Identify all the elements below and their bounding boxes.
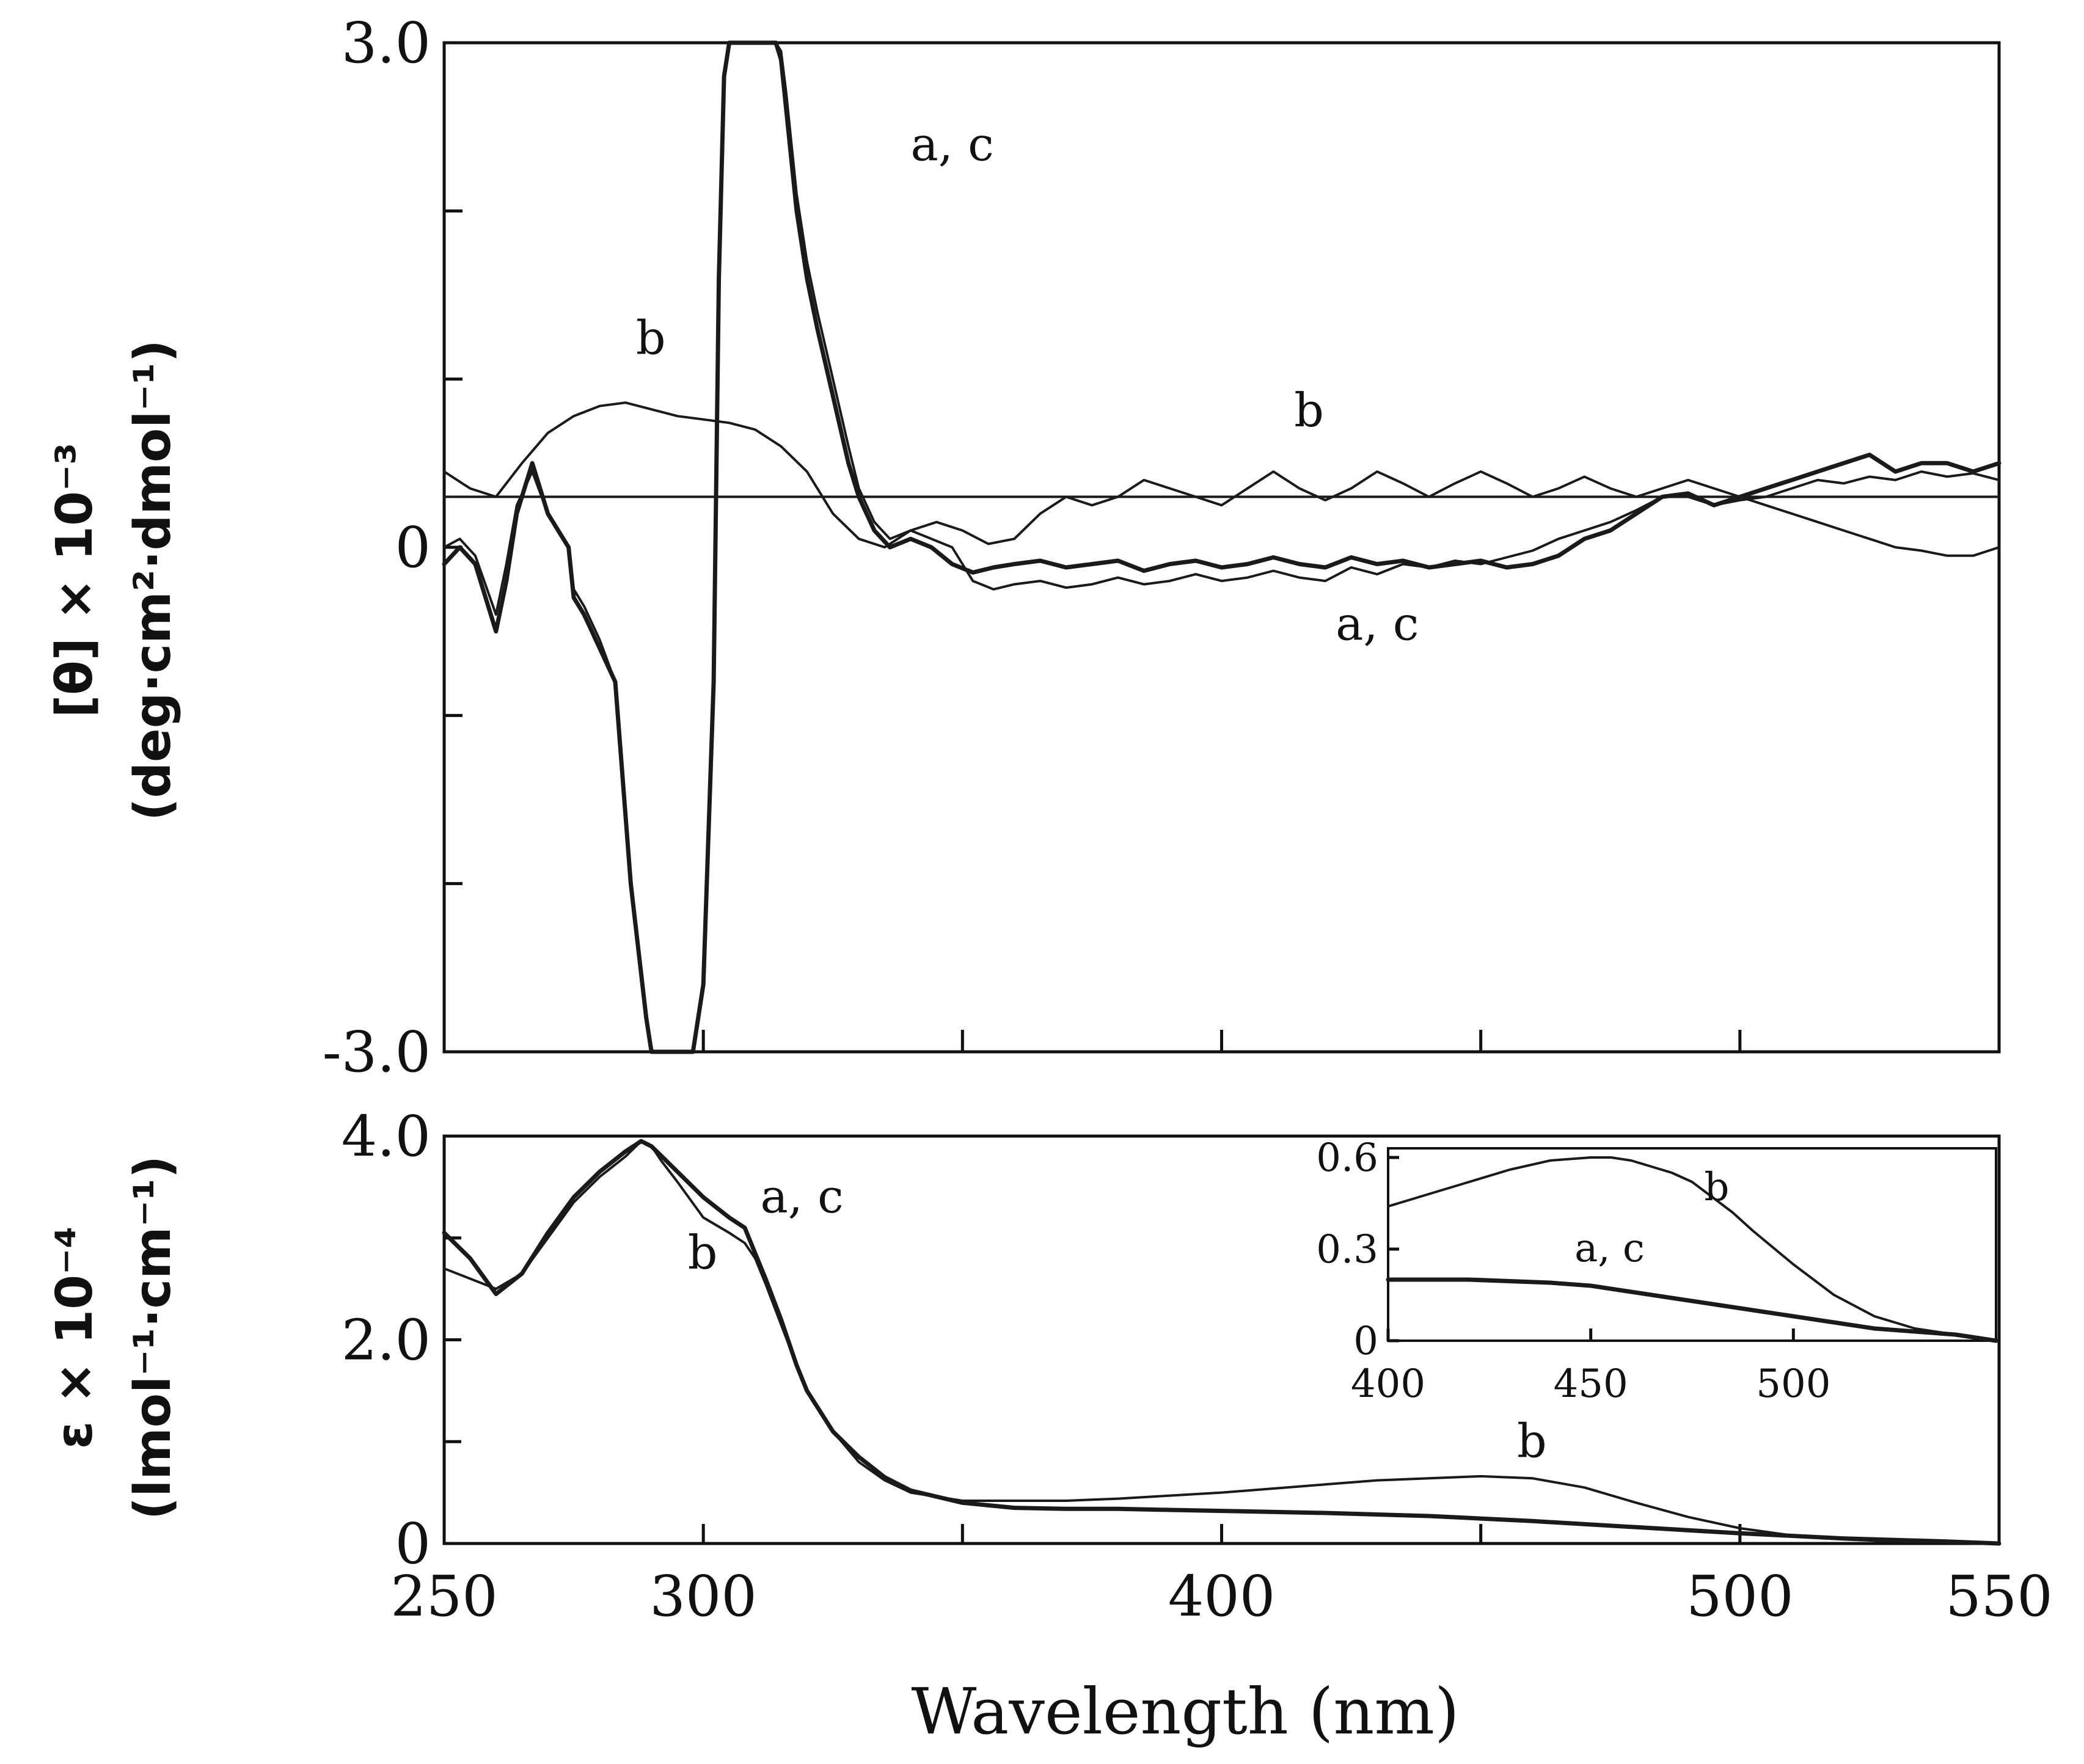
cd-curve-label: a, c [911,117,994,172]
cd-plot-frame [442,41,2001,1054]
abs-curve-label: a, c [760,1169,843,1223]
inset-curve-labels: b a, c [1574,1165,1729,1271]
inset-y-tick-label: 0 [1353,1319,1378,1364]
abs-y-tick-labels: 4.0 2.0 0 [342,1104,431,1576]
inset-data-marks [1386,1156,1998,1343]
inset-plot-frame [1387,1147,1997,1342]
cd-y-axis-label: [θ] × 10⁻³ (deg·cm²·dmol⁻¹) [46,340,182,821]
cd-data-marks [442,40,2002,1054]
abs-inset: 400 450 500 0 0.3 0.6 b a, c [1316,1135,1998,1407]
cd-panel: 3.0 0 -3.0 a, c b b a, c [θ] × 10⁻³ (deg·cm²·… [46,10,2002,1085]
abs-series-b [443,1140,2000,1545]
inset-x-tick-label: 450 [1554,1361,1628,1407]
cd-y-tick-label: 3.0 [342,10,431,76]
abs-axis-ticks [444,1236,1742,1544]
cd-series-b [443,401,2000,557]
cd-curve-label: a, c [1336,596,1419,651]
abs-curve-labels: a, c b b [688,1169,1547,1468]
abs-x-tick-label: 400 [1168,1564,1276,1629]
abs-y-axis-label-line2: (lmol⁻¹·cm⁻¹) [124,1156,182,1520]
inset-series-b [1387,1156,1997,1342]
cd-y-axis-label-line2: (deg·cm²·dmol⁻¹) [124,340,182,821]
cd-curve-label: b [636,310,666,365]
absorption-panel: 4.0 2.0 0 250 300 400 500 550 a, c b b ε × 10⁻⁴ … [46,1104,2053,1629]
inset-curve-label: a, c [1574,1226,1645,1271]
inset-tick-labels: 400 450 500 0 0.3 0.6 [1316,1135,1830,1407]
inset-y-tick-label: 0.6 [1316,1135,1378,1181]
abs-y-axis-label-line1: ε × 10⁻⁴ [46,1226,104,1449]
cd-y-axis-label-line1: [θ] × 10⁻³ [46,443,104,718]
inset-x-tick-label: 500 [1756,1361,1830,1407]
abs-x-tick-labels: 250 300 400 500 550 [390,1564,2053,1629]
abs-y-tick-label: 0 [395,1511,431,1576]
abs-x-tick-label: 250 [390,1564,498,1629]
cd-curve-labels: a, c b b a, c [636,117,1419,651]
inset-x-tick-label: 400 [1351,1361,1425,1407]
abs-y-tick-label: 2.0 [342,1308,431,1373]
cd-y-tick-labels: 3.0 0 -3.0 [323,10,431,1085]
inset-axis-ticks [1386,1156,1795,1343]
abs-series-ac [442,1139,2002,1546]
inset-curve-label: b [1704,1165,1729,1210]
abs-data-marks [442,1139,2002,1546]
abs-curve-label: b [688,1225,718,1280]
cd-series-a [442,40,2002,1054]
abs-x-tick-label: 300 [649,1564,757,1629]
abs-x-tick-label: 550 [1945,1564,2053,1629]
cd-series-c [443,42,2000,1053]
cd-y-tick-label: -3.0 [323,1019,431,1085]
cd-axis-ticks [444,209,1742,1052]
abs-x-tick-label: 500 [1686,1564,1794,1629]
cd-curve-label: b [1294,383,1324,437]
abs-curve-label: b [1517,1413,1547,1468]
inset-series-ac [1386,1277,1998,1343]
abs-y-tick-label: 4.0 [342,1104,431,1169]
x-axis-label: Wavelength (nm) [911,1674,1459,1749]
inset-y-tick-label: 0.3 [1316,1227,1378,1272]
cd-y-tick-label: 0 [395,515,431,580]
abs-y-axis-label: ε × 10⁻⁴ (lmol⁻¹·cm⁻¹) [46,1156,182,1520]
